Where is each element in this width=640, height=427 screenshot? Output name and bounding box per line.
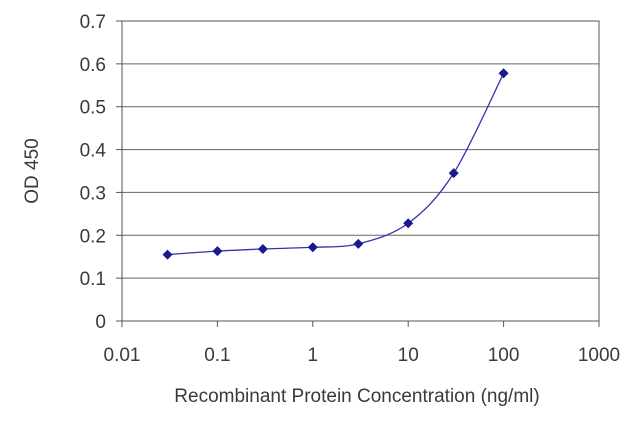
- y-tick-label: 0.3: [80, 183, 106, 204]
- data-point-3: [307, 242, 318, 253]
- x-tick-label: 1000: [578, 345, 620, 366]
- x-tick-label: 0.1: [204, 345, 230, 366]
- x-tick-label: 1: [308, 345, 319, 366]
- series-line-0: [167, 72, 505, 256]
- data-point-6: [448, 168, 459, 179]
- data-point-2: [257, 244, 268, 254]
- data-point-4: [353, 238, 364, 249]
- y-tick-label: 0.6: [80, 55, 106, 76]
- data-point-7: [498, 68, 509, 79]
- y-tick-label: 0.7: [80, 12, 106, 33]
- series-layer: [162, 68, 509, 260]
- x-tick-label: 100: [488, 345, 520, 366]
- data-point-0: [162, 249, 173, 260]
- data-point-1: [212, 246, 223, 257]
- y-tick-label: 0.5: [80, 98, 106, 119]
- x-tick-label: 0.01: [104, 345, 141, 366]
- x-axis-title: Recombinant Protein Concentration (ng/ml…: [174, 386, 539, 407]
- x-tick-label: 10: [398, 345, 419, 366]
- plot-area-frame: [121, 20, 600, 322]
- y-tick-label: 0.1: [80, 269, 106, 290]
- data-point-5: [403, 218, 414, 229]
- gridlines: [122, 63, 599, 279]
- x-axis-ticks: 0.01 0.1 1 10 100 1000: [104, 321, 620, 366]
- y-tick-label: 0.4: [80, 141, 107, 162]
- y-axis-title: OD 450: [22, 138, 43, 203]
- y-tick-label: 0: [95, 312, 106, 333]
- y-tick-label: 0.2: [80, 226, 106, 247]
- y-axis-ticks: 0 0.1 0.2 0.3 0.4 0.5 0.6 0.7: [80, 12, 122, 333]
